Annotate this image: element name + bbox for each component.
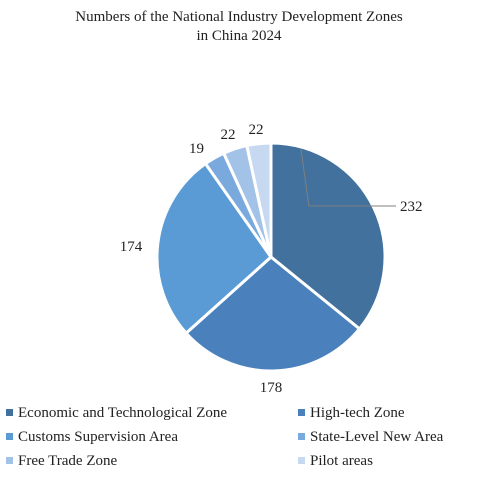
legend-swatch xyxy=(6,457,13,464)
pie-slice-economic-and-technological-zone xyxy=(269,141,387,331)
data-label-customs-supervision-area: 174 xyxy=(120,239,143,255)
pie-slice-customs-supervision-area xyxy=(155,162,273,335)
pie-data-labels: 232 178 174 19 22 22 xyxy=(120,122,423,396)
chart-title-line-1: Numbers of the National Industry Develop… xyxy=(75,9,403,25)
legend-item-state-level-new-area: State-Level New Area xyxy=(298,429,444,445)
legend-label: Economic and Technological Zone xyxy=(18,405,227,421)
legend-label: Pilot areas xyxy=(310,453,373,469)
data-label-leader-line xyxy=(300,148,396,207)
data-label-pilot-areas: 22 xyxy=(249,122,264,138)
legend-label: High-tech Zone xyxy=(310,405,405,421)
legend: Economic and Technological Zone High-tech… xyxy=(6,405,444,469)
legend-swatch xyxy=(6,409,13,416)
data-label-state-level-new-area: 19 xyxy=(189,141,204,157)
legend-item-economic-and-technological-zone: Economic and Technological Zone xyxy=(6,405,227,421)
chart-title-line-2: in China 2024 xyxy=(197,28,282,44)
legend-item-free-trade-zone: Free Trade Zone xyxy=(6,453,117,469)
legend-swatch xyxy=(298,409,305,416)
legend-swatch xyxy=(298,433,305,440)
pie-slice-high-tech-zone xyxy=(184,255,361,373)
legend-item-customs-supervision-area: Customs Supervision Area xyxy=(6,429,178,445)
legend-swatch xyxy=(298,457,305,464)
pie-slices xyxy=(155,141,387,373)
legend-swatch xyxy=(6,433,13,440)
pie-slice-pilot-areas xyxy=(245,141,273,259)
data-label-free-trade-zone: 22 xyxy=(221,127,236,143)
data-label-high-tech-zone: 178 xyxy=(260,380,283,396)
data-label-economic-and-technological-zone: 232 xyxy=(400,199,423,215)
legend-label: Customs Supervision Area xyxy=(18,429,178,445)
legend-label: State-Level New Area xyxy=(310,429,444,445)
legend-item-pilot-areas: Pilot areas xyxy=(298,453,373,469)
legend-item-high-tech-zone: High-tech Zone xyxy=(298,405,405,421)
legend-label: Free Trade Zone xyxy=(18,453,117,469)
